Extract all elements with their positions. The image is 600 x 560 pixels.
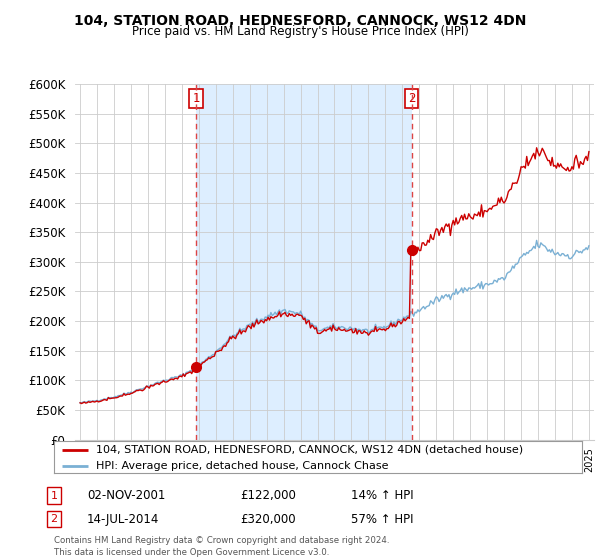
Text: 14-JUL-2014: 14-JUL-2014 — [87, 512, 160, 526]
Text: 104, STATION ROAD, HEDNESFORD, CANNOCK, WS12 4DN (detached house): 104, STATION ROAD, HEDNESFORD, CANNOCK, … — [96, 445, 523, 455]
Text: Price paid vs. HM Land Registry's House Price Index (HPI): Price paid vs. HM Land Registry's House … — [131, 25, 469, 38]
Text: 1: 1 — [193, 92, 200, 105]
Text: £320,000: £320,000 — [240, 512, 296, 526]
Text: 2: 2 — [50, 514, 58, 524]
Text: 14% ↑ HPI: 14% ↑ HPI — [351, 489, 413, 502]
Text: 104, STATION ROAD, HEDNESFORD, CANNOCK, WS12 4DN: 104, STATION ROAD, HEDNESFORD, CANNOCK, … — [74, 14, 526, 28]
Text: 02-NOV-2001: 02-NOV-2001 — [87, 489, 166, 502]
Text: 57% ↑ HPI: 57% ↑ HPI — [351, 512, 413, 526]
Text: £122,000: £122,000 — [240, 489, 296, 502]
Text: 2: 2 — [408, 92, 415, 105]
Text: HPI: Average price, detached house, Cannock Chase: HPI: Average price, detached house, Cann… — [96, 461, 389, 471]
Bar — [196, 84, 412, 440]
Text: 1: 1 — [50, 491, 58, 501]
Text: Contains HM Land Registry data © Crown copyright and database right 2024.
This d: Contains HM Land Registry data © Crown c… — [54, 536, 389, 557]
